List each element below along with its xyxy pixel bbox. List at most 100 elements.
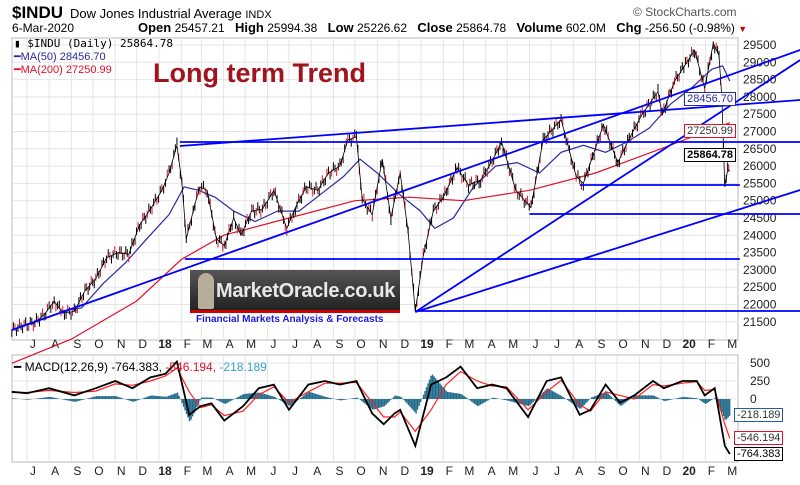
macd-histogram-bar	[134, 399, 137, 402]
trendline	[414, 59, 800, 313]
last-price-tag: 25864.78	[684, 148, 736, 162]
macd-histogram-bar	[419, 399, 422, 403]
macd-histogram-bar	[76, 399, 78, 402]
macd-histogram-bar	[544, 390, 546, 399]
macd-histogram-bar	[409, 399, 411, 407]
macd-histogram-bar	[164, 396, 167, 399]
macd-histogram-bar	[65, 399, 68, 401]
macd-x-tick-label: A	[313, 464, 321, 478]
macd-x-tick-label: A	[226, 464, 234, 478]
macd-x-tick-label: J	[30, 464, 36, 478]
macd-histogram-bar	[379, 399, 381, 408]
macd-histogram-bar	[133, 399, 135, 402]
macd-histogram-bar	[668, 399, 671, 400]
y-tick-label: 26500	[743, 142, 777, 156]
macd-histogram-bar	[200, 397, 203, 399]
macd-histogram-bar	[424, 390, 426, 399]
macd-histogram-bar	[644, 395, 647, 399]
macd-histogram-bar	[26, 399, 29, 400]
macd-histogram-bar	[491, 397, 494, 399]
macd-histogram-bar	[400, 396, 402, 399]
macd-histogram-bar	[469, 399, 471, 401]
ma200-line-icon: ━	[14, 64, 21, 76]
macd-histogram-bar	[656, 397, 659, 399]
macd-histogram-bar	[493, 397, 495, 399]
macd-histogram-bar	[190, 399, 192, 420]
macd-histogram-bar	[38, 398, 41, 399]
y-tick-label: 29000	[743, 55, 777, 69]
macd-histogram-bar	[94, 396, 96, 399]
macd-histogram-bar	[95, 396, 98, 399]
macd-histogram-bar	[149, 395, 152, 399]
macd-histogram-bar	[592, 396, 594, 399]
x-tick-label: 18	[158, 337, 172, 351]
macd-histogram-bar	[290, 399, 293, 405]
macd-histogram-bar	[385, 399, 387, 405]
macd-x-tick-label: D	[663, 464, 672, 478]
macd-x-tick-label: J	[292, 464, 298, 478]
ma50-price-tag: 28456.70	[684, 92, 736, 106]
macd-histogram-bar	[452, 392, 455, 399]
down-arrow-icon: ▼	[738, 24, 748, 34]
y-tick-label: 23500	[743, 246, 777, 260]
macd-histogram-bar	[101, 396, 104, 399]
macd-histogram-bar	[481, 399, 483, 404]
macd-histogram-bar	[104, 396, 107, 399]
macd-histogram-bar	[586, 399, 588, 403]
macd-histogram-bar	[77, 399, 80, 401]
macd-x-tick-label: J	[532, 464, 538, 478]
macd-histogram-bar	[436, 379, 438, 399]
low-value: 25226.62	[356, 21, 408, 35]
macd-histogram-bar	[707, 399, 710, 403]
macd-histogram-bar	[683, 396, 686, 399]
macd-histogram-bar	[454, 393, 456, 399]
macd-histogram-bar	[463, 395, 465, 399]
macd-histogram-bar	[421, 398, 423, 399]
macd-histogram-bar	[665, 399, 668, 401]
macd-histogram-bar	[566, 399, 569, 401]
macd-x-tick-label: A	[488, 464, 496, 478]
macd-histogram-bar	[169, 395, 171, 399]
macd-histogram-bar	[178, 395, 180, 399]
macd-histogram-bar	[695, 398, 698, 399]
macd-histogram-bar	[634, 395, 636, 399]
macd-histogram-bar	[626, 399, 629, 402]
x-tick-label: N	[379, 337, 388, 351]
macd-histogram-bar	[325, 396, 327, 399]
macd-histogram-bar	[314, 393, 317, 399]
macd-histogram-bar	[569, 399, 572, 403]
macd-histogram-bar	[166, 396, 168, 399]
symbol: $INDU	[12, 3, 64, 22]
macd-name: MACD(12,26,9)	[24, 360, 108, 374]
macd-histogram-bar	[226, 399, 228, 403]
x-tick-label: M	[202, 337, 212, 351]
x-tick-label: S	[335, 337, 343, 351]
macd-x-tick-label: N	[117, 464, 126, 478]
macd-histogram-bar	[302, 395, 305, 399]
macd-histogram-bar	[268, 395, 270, 399]
macd-histogram-bar	[688, 397, 690, 399]
macd-histogram-bar	[46, 397, 48, 399]
macd-histogram-bar	[679, 397, 681, 399]
macd-histogram-bar	[545, 389, 548, 399]
macd-histogram-bar	[398, 396, 401, 399]
macd-value: -764.383,	[111, 360, 163, 374]
legend-macd: ━ MACD(12,26,9) -764.383, -546.194, -218…	[14, 360, 267, 374]
macd-histogram-bar	[62, 399, 65, 400]
macd-histogram-bar	[637, 395, 639, 399]
macd-histogram-bar	[455, 393, 458, 399]
macd-histogram-bar	[167, 395, 170, 399]
macd-histogram-bar	[364, 399, 366, 404]
macd-histogram-bar	[292, 399, 294, 404]
macd-x-tick-label: 18	[158, 464, 172, 478]
instrument-name: Dow Jones Industrial Average INDX	[70, 6, 272, 21]
macd-histogram-bar	[89, 397, 92, 399]
volume-value: 602.0M	[565, 21, 606, 35]
macd-histogram-bar	[478, 399, 480, 406]
x-tick-label: D	[138, 337, 147, 351]
macd-histogram-bar	[238, 396, 240, 399]
macd-histogram-bar	[154, 395, 156, 399]
macd-histogram-bar	[118, 397, 120, 399]
macd-histogram-bar	[383, 399, 386, 407]
